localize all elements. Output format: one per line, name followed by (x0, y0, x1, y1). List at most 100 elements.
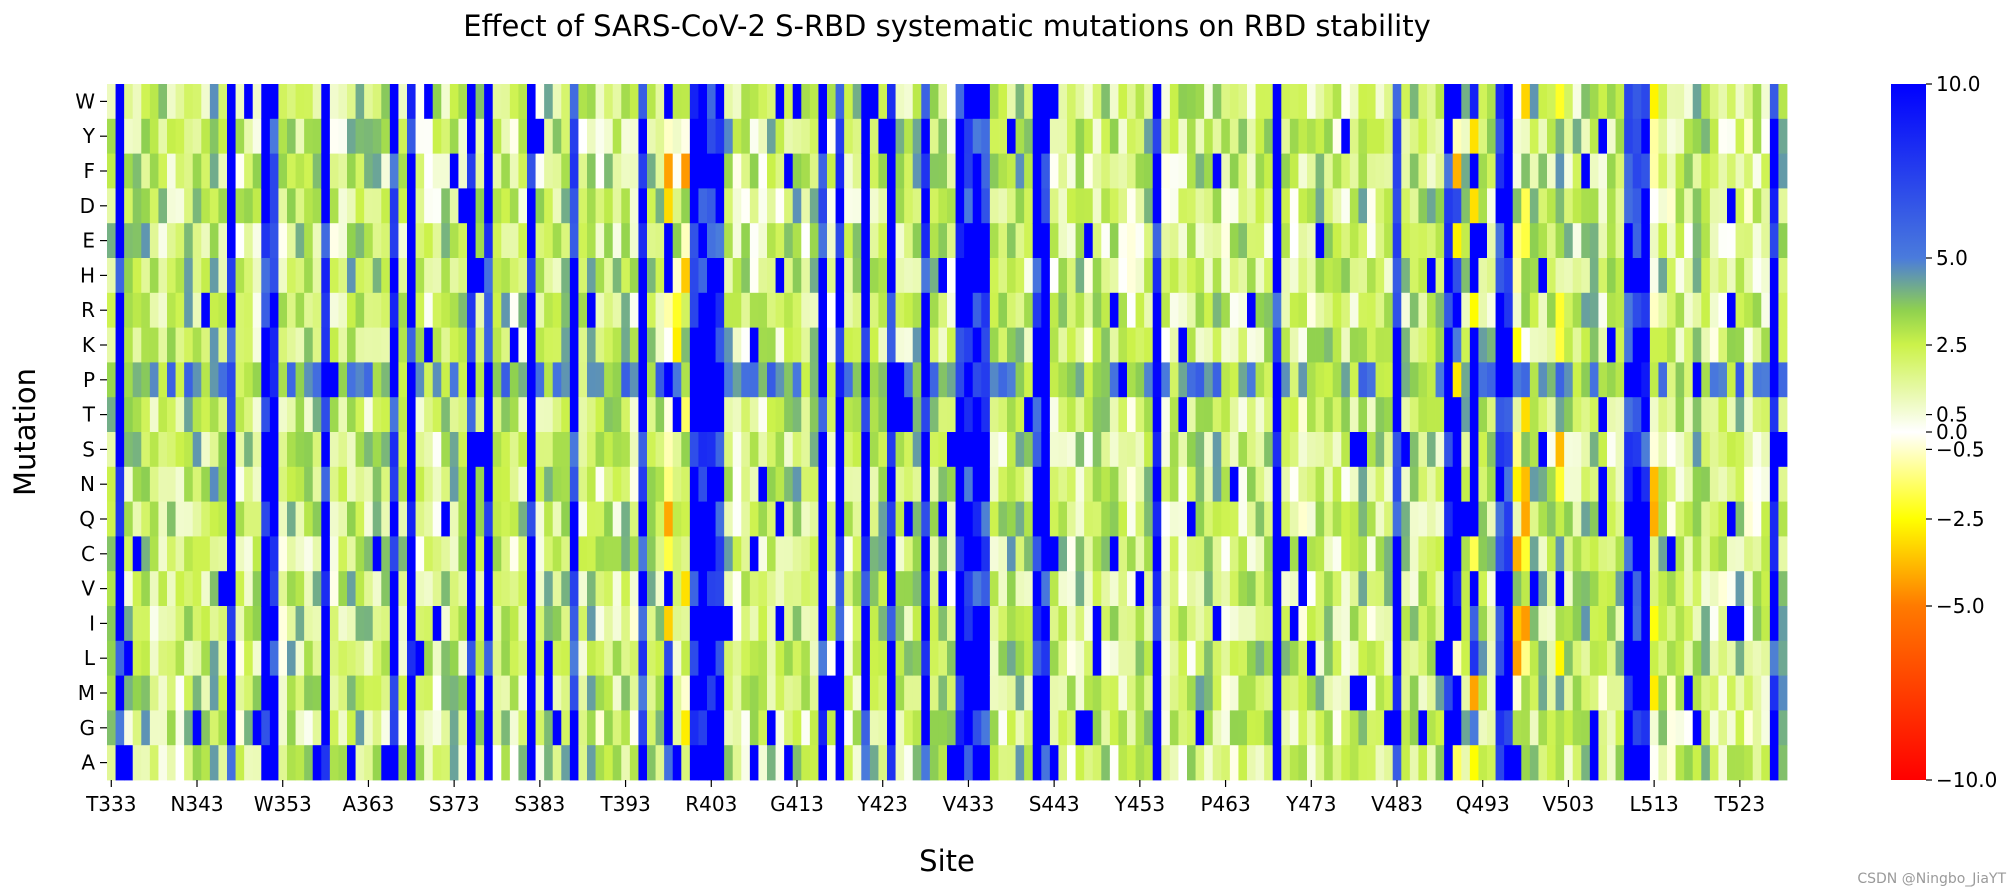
heatmap-cell (741, 188, 751, 224)
heatmap-cell (578, 258, 588, 294)
heatmap-cell (1015, 327, 1025, 363)
heatmap-cell (818, 397, 828, 433)
heatmap-cell (1212, 501, 1222, 537)
heatmap-cell (1572, 501, 1582, 537)
heatmap-cell (1367, 606, 1376, 642)
heatmap-cell (278, 188, 288, 224)
heatmap-cell (887, 432, 896, 468)
heatmap-cell (612, 362, 622, 398)
heatmap-cell (1384, 466, 1394, 502)
heatmap-cell (1007, 397, 1016, 433)
heatmap-cell (441, 327, 451, 363)
heatmap-cell (295, 640, 305, 676)
heatmap-cell (972, 223, 982, 259)
heatmap-cell (1332, 362, 1342, 398)
heatmap-cell (329, 606, 339, 642)
heatmap-cell (1667, 466, 1676, 502)
heatmap-cell (441, 606, 451, 642)
heatmap-cell (1632, 223, 1642, 259)
heatmap-cell (1281, 397, 1291, 433)
heatmap-cell (1547, 118, 1556, 154)
heatmap-cell (424, 536, 434, 572)
heatmap-cell (1718, 118, 1728, 154)
heatmap-cell (1607, 606, 1616, 642)
heatmap-cell (407, 292, 416, 328)
heatmap-cell (972, 258, 982, 294)
heatmap-cell (655, 118, 665, 154)
heatmap-cell (1718, 292, 1728, 328)
heatmap-cell (227, 118, 236, 154)
heatmap-cell (801, 153, 811, 189)
heatmap-cell (1324, 258, 1334, 294)
heatmap-cell (1307, 536, 1316, 572)
heatmap-cell (1684, 745, 1694, 781)
heatmap-cell (844, 292, 854, 328)
heatmap-cell (509, 640, 519, 676)
heatmap-cell (707, 258, 716, 294)
heatmap-cell (1024, 501, 1034, 537)
heatmap-cell (467, 640, 476, 676)
heatmap-cell (389, 362, 399, 398)
heatmap-cell (1624, 118, 1634, 154)
heatmap-cell (124, 745, 134, 781)
heatmap-cell (989, 571, 999, 607)
heatmap-cell (844, 432, 854, 468)
heatmap-cell (561, 397, 571, 433)
heatmap-cell (407, 84, 416, 120)
heatmap-cell (1401, 640, 1411, 676)
heatmap-cell (1427, 153, 1436, 189)
heatmap-cell (467, 258, 476, 294)
heatmap-cell (1632, 606, 1642, 642)
heatmap-cell (355, 466, 365, 502)
heatmap-cell (1692, 606, 1702, 642)
heatmap-cell (655, 606, 665, 642)
heatmap-cell (1649, 606, 1659, 642)
heatmap-cell (509, 466, 519, 502)
heatmap-cell (732, 84, 742, 120)
heatmap-cell (1778, 745, 1788, 781)
heatmap-cell (612, 223, 622, 259)
heatmap-cell (192, 571, 202, 607)
heatmap-cell (1409, 640, 1419, 676)
heatmap-cell (1487, 536, 1496, 572)
heatmap-cell (518, 745, 528, 781)
heatmap-cell (929, 118, 939, 154)
heatmap-cell (261, 432, 271, 468)
heatmap-cell (381, 84, 391, 120)
heatmap-cell (492, 640, 502, 676)
heatmap-cell (1315, 745, 1325, 781)
heatmap-cell (707, 84, 716, 120)
heatmap-cell (1281, 571, 1291, 607)
heatmap-cell (578, 397, 588, 433)
heatmap-cell (749, 292, 759, 328)
heatmap-cell (1769, 606, 1779, 642)
heatmap-cell (578, 536, 588, 572)
heatmap-cell (698, 327, 708, 363)
heatmap-cell (1675, 571, 1685, 607)
heatmap-cell (844, 327, 854, 363)
heatmap-cell (569, 118, 579, 154)
heatmap-cell (449, 606, 459, 642)
heatmap-cell (107, 745, 116, 781)
heatmap-cell (1761, 710, 1771, 746)
heatmap-cell (1547, 397, 1556, 433)
heatmap-cell (827, 745, 836, 781)
heatmap-cell (844, 188, 854, 224)
heatmap-cell (1615, 397, 1625, 433)
heatmap-cell (235, 223, 245, 259)
heatmap-cell (441, 675, 451, 711)
heatmap-cell (364, 223, 374, 259)
heatmap-cell (998, 327, 1008, 363)
heatmap-cell (904, 258, 914, 294)
heatmap-cell (1555, 536, 1565, 572)
heatmap-cell (1349, 571, 1359, 607)
heatmap-cell (209, 432, 219, 468)
heatmap-cell (1118, 536, 1128, 572)
heatmap-cell (947, 223, 956, 259)
heatmap-cell (1529, 675, 1539, 711)
heatmap-cell (1015, 362, 1025, 398)
heatmap-cell (544, 397, 554, 433)
heatmap-cell (1452, 571, 1462, 607)
heatmap-cell (1315, 118, 1325, 154)
heatmap-cell (1375, 501, 1385, 537)
